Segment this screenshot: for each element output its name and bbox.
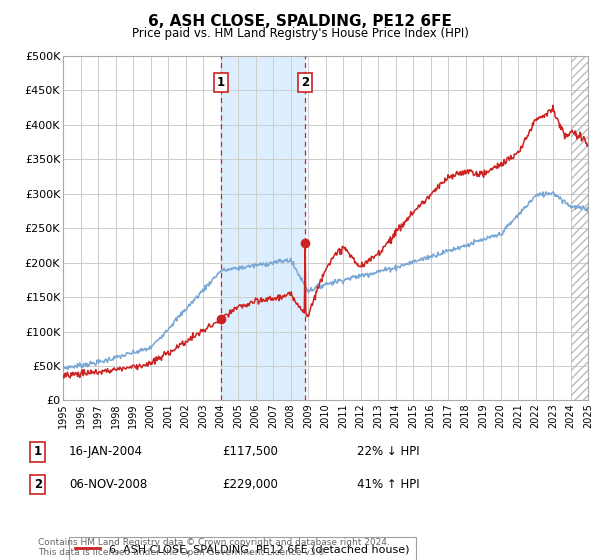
Text: £117,500: £117,500 [222,445,278,459]
Text: 1: 1 [217,76,225,88]
Bar [571,56,588,400]
Text: 2: 2 [301,76,309,88]
Text: 16-JAN-2004: 16-JAN-2004 [69,445,143,459]
Text: Contains HM Land Registry data © Crown copyright and database right 2024.
This d: Contains HM Land Registry data © Crown c… [38,538,389,557]
Text: 1: 1 [34,445,42,459]
Text: 06-NOV-2008: 06-NOV-2008 [69,478,147,491]
Text: 6, ASH CLOSE, SPALDING, PE12 6FE: 6, ASH CLOSE, SPALDING, PE12 6FE [148,14,452,29]
Text: 41% ↑ HPI: 41% ↑ HPI [357,478,419,491]
Bar [221,56,305,400]
Text: Price paid vs. HM Land Registry's House Price Index (HPI): Price paid vs. HM Land Registry's House … [131,27,469,40]
Bar [571,56,588,400]
Text: £229,000: £229,000 [222,478,278,491]
Text: 2: 2 [34,478,42,491]
Text: 22% ↓ HPI: 22% ↓ HPI [357,445,419,459]
Legend: 6, ASH CLOSE, SPALDING, PE12 6FE (detached house), HPI: Average price, detached : 6, ASH CLOSE, SPALDING, PE12 6FE (detach… [68,537,416,560]
